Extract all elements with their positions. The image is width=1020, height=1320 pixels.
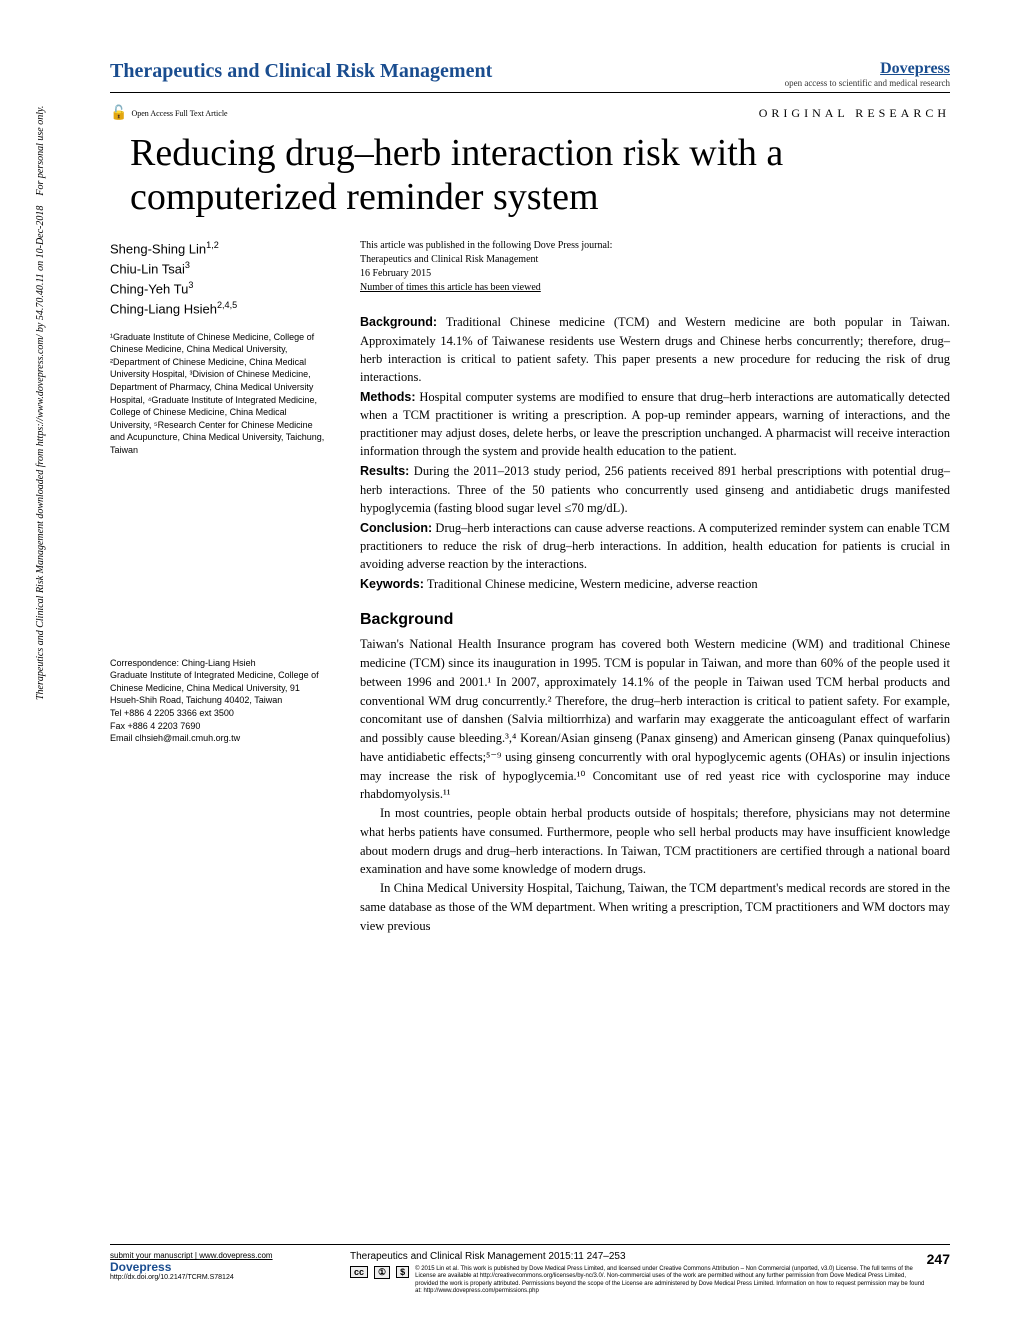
doi-link[interactable]: http://dx.doi.org/10.2147/TCRM.S78124 (110, 1274, 330, 1281)
cc-icon: cc (350, 1266, 368, 1278)
main-column: This article was published in the follow… (360, 239, 950, 935)
publisher-tagline: open access to scientific and medical re… (785, 78, 950, 88)
correspondence: Correspondence: Ching-Liang Hsieh Gradua… (110, 657, 330, 745)
page-header: Therapeutics and Clinical Risk Managemen… (110, 60, 950, 93)
affiliations: ¹Graduate Institute of Chinese Medicine,… (110, 331, 330, 457)
view-count-link[interactable]: Number of times this article has been vi… (360, 281, 950, 295)
submit-link[interactable]: submit your manuscript | www.dovepress.c… (110, 1251, 330, 1260)
page-number: 247 (927, 1251, 950, 1267)
publication-info: This article was published in the follow… (360, 239, 950, 295)
background-heading: Background (360, 611, 950, 629)
article-type: ORIGINAL RESEARCH (759, 106, 950, 121)
download-attribution: Therapeutics and Clinical Risk Managemen… (35, 106, 46, 700)
author-list: Sheng-Shing Lin1,2 Chiu-Lin Tsai3 Ching-… (110, 239, 330, 318)
body-text: Taiwan's National Health Insurance progr… (360, 635, 950, 935)
dovepress-footer[interactable]: Dovepress (110, 1260, 330, 1274)
page-footer: submit your manuscript | www.dovepress.c… (110, 1244, 950, 1295)
open-access-badge: 🔓 Open Access Full Text Article (110, 105, 228, 122)
journal-name: Therapeutics and Clinical Risk Managemen… (110, 60, 492, 83)
nc-icon: $ (396, 1266, 409, 1278)
publisher-block: Dovepress open access to scientific and … (785, 60, 950, 88)
publisher-link[interactable]: Dovepress (785, 60, 950, 78)
abstract: Background: Traditional Chinese medicine… (360, 313, 950, 593)
article-meta-row: 🔓 Open Access Full Text Article ORIGINAL… (110, 105, 950, 122)
lock-open-icon: 🔓 (110, 105, 127, 122)
license-text: © 2015 Lin et al. This work is published… (415, 1266, 927, 1295)
article-title: Reducing drug–herb interaction risk with… (130, 132, 950, 219)
open-access-label: Open Access Full Text Article (131, 109, 227, 118)
sidebar-column: Sheng-Shing Lin1,2 Chiu-Lin Tsai3 Ching-… (110, 239, 330, 935)
citation: Therapeutics and Clinical Risk Managemen… (350, 1251, 626, 1262)
by-icon: ① (374, 1266, 390, 1279)
